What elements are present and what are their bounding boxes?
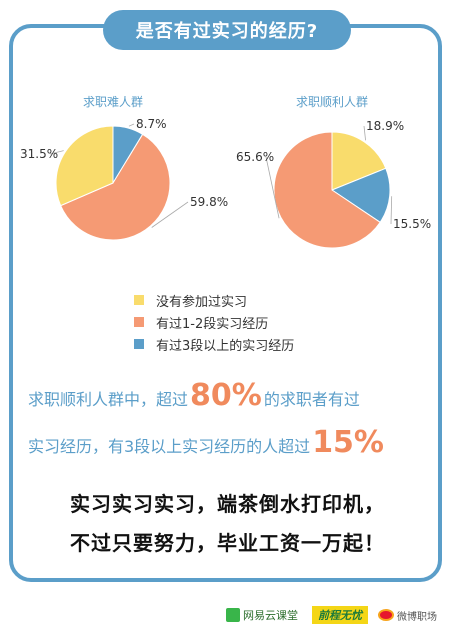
data-label: 31.5% bbox=[20, 147, 58, 161]
leader-line bbox=[151, 201, 189, 228]
data-label: 15.5% bbox=[393, 217, 431, 231]
pie-slice bbox=[60, 133, 171, 241]
legend-label: 有过3段以上的实习经历 bbox=[156, 338, 295, 354]
summary-text: 求职顺利人群中，超过 bbox=[28, 390, 189, 409]
leader-line bbox=[390, 196, 393, 225]
legend-swatch bbox=[134, 295, 144, 305]
legend-label: 没有参加过实习 bbox=[156, 294, 248, 310]
qiancheng-label: 前程无忧 bbox=[318, 609, 362, 622]
chart-title: 求职顺利人群 bbox=[296, 95, 368, 109]
pie-slice bbox=[330, 167, 391, 223]
qiancheng-logo: 前程无忧 bbox=[312, 606, 368, 624]
pie-slice bbox=[331, 131, 387, 191]
legend: 没有参加过实习 有过1-2段实习经历 有过3段以上的实习经历 bbox=[134, 289, 294, 355]
legend-swatch bbox=[134, 317, 144, 327]
legend-item: 有过1-2段实习经历 bbox=[134, 311, 294, 333]
slogan-line-2: 不过只要努力，毕业工资一万起！ bbox=[70, 531, 385, 555]
summary-highlight: 80% bbox=[190, 378, 262, 413]
legend-swatch bbox=[134, 339, 144, 349]
legend-item: 没有参加过实习 bbox=[134, 289, 294, 311]
summary-line-2: 实习经历，有3段以上实习经历的人超过15% bbox=[28, 425, 386, 460]
data-label: 18.9% bbox=[366, 119, 404, 133]
leader-line bbox=[363, 125, 366, 141]
summary-text: 的求职者有过 bbox=[263, 390, 360, 409]
leader-line bbox=[265, 156, 280, 219]
weibo-icon bbox=[378, 609, 394, 621]
leader-line bbox=[49, 150, 64, 155]
legend-item: 有过3段以上的实习经历 bbox=[134, 333, 294, 355]
netease-logo: 网易云课堂 bbox=[226, 604, 298, 626]
data-label: 59.8% bbox=[190, 195, 228, 209]
page-title: 是否有过实习的经历? bbox=[103, 10, 351, 50]
netease-icon bbox=[226, 608, 240, 622]
summary-line-1: 求职顺利人群中，超过80% 的求职者有过 bbox=[28, 378, 360, 413]
chart-title: 求职难人群 bbox=[83, 95, 143, 109]
data-label: 65.6% bbox=[236, 150, 274, 164]
summary-highlight: 15% bbox=[312, 425, 384, 460]
legend-label: 有过1-2段实习经历 bbox=[156, 316, 269, 332]
infographic-card bbox=[9, 24, 442, 582]
pie-slice bbox=[55, 125, 114, 207]
summary-text: 实习经历，有3段以上实习经历的人超过 bbox=[28, 437, 311, 456]
pie-charts: 求职难人群 31.5% 59.8% 8.7% 求职顺利人群 18.9% 65.6% 15.5% bbox=[20, 95, 431, 249]
weibo-label: 微博职场 bbox=[397, 611, 437, 623]
weibo-logo: 微博职场 bbox=[378, 604, 437, 626]
data-label: 8.7% bbox=[136, 117, 167, 131]
leader-line bbox=[128, 123, 135, 127]
netease-label: 网易云课堂 bbox=[243, 609, 298, 622]
slogan-line-1: 实习实习实习，端茶倒水打印机， bbox=[70, 492, 385, 516]
pie-slice bbox=[273, 131, 381, 249]
